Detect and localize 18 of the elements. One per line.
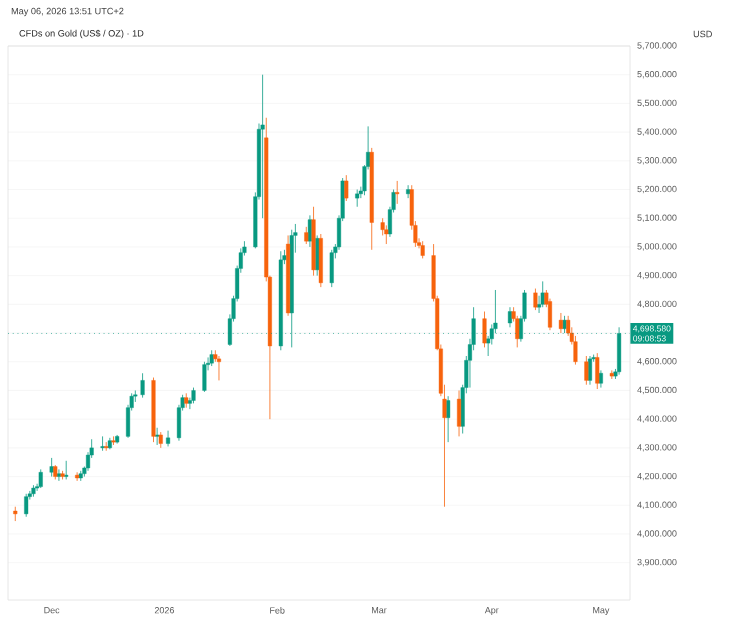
candlestick <box>457 390 462 437</box>
candlestick <box>329 249 334 288</box>
candlestick <box>395 180 400 205</box>
candlestick <box>384 225 389 245</box>
candlestick <box>547 298 552 331</box>
candlestick <box>446 395 451 443</box>
candlestick <box>38 468 43 489</box>
candlestick <box>482 311 487 348</box>
candlestick <box>24 493 29 518</box>
candlestick <box>533 288 538 311</box>
candlestick <box>573 335 578 366</box>
candlestick <box>344 174 349 202</box>
candlestick <box>166 430 171 447</box>
candlestick <box>49 457 54 477</box>
candlestick <box>584 355 589 386</box>
candlestick <box>140 372 145 399</box>
candlestick <box>202 361 207 393</box>
candlestick <box>216 355 221 381</box>
